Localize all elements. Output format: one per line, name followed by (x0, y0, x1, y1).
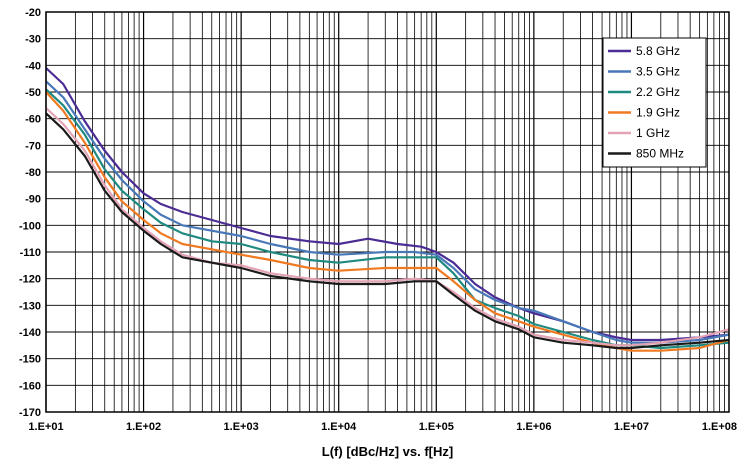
y-tick-label: -90 (25, 194, 41, 206)
y-tick-label: -40 (25, 60, 41, 72)
series-line (45, 112, 730, 350)
legend-label: 5.8 GHz (636, 44, 680, 58)
y-tick-label: -110 (20, 247, 41, 259)
y-tick-label: -130 (19, 300, 41, 312)
y-tick-label: -150 (19, 354, 41, 366)
legend: 5.8 GHz 3.5 GHz 2.2 GHz 1.9 GHz 1 GHz 850 MHz (602, 37, 707, 168)
legend-label: 1 GHz (636, 126, 670, 140)
legend-label: 1.9 GHz (636, 106, 680, 120)
x-axis-title: L(f) [dBc/Hz] vs. f[Hz] (322, 444, 453, 459)
series-line (45, 80, 730, 344)
y-tick-label: -20 (25, 7, 41, 19)
x-axis: 1.E+01 1.E+02 1.E+03 1.E+04 1.E+05 1.E+06 1.E+… (28, 421, 737, 433)
x-tick-label: 1.E+04 (321, 421, 357, 433)
series-layer (45, 67, 730, 352)
y-tick-label: -170 (19, 407, 41, 419)
series-line (45, 91, 730, 352)
y-tick-label: -120 (19, 274, 41, 286)
x-tick-label: 1.E+07 (614, 421, 649, 433)
plot-border (45, 11, 730, 413)
y-tick-label: -50 (25, 87, 41, 99)
legend-label: 3.5 GHz (636, 65, 680, 79)
legend-label: 850 MHz (636, 147, 684, 161)
x-tick-label: 1.E+05 (419, 421, 454, 433)
legend-label: 2.2 GHz (636, 85, 680, 99)
y-tick-label: -60 (25, 114, 41, 126)
legend-box (602, 37, 707, 168)
x-tick-label: 1.E+01 (28, 421, 63, 433)
y-tick-label: -160 (19, 380, 41, 392)
y-tick-label: -100 (19, 220, 41, 232)
y-tick-label: -70 (25, 140, 41, 152)
x-tick-label: 1.E+03 (224, 421, 259, 433)
y-tick-label: -80 (25, 167, 41, 179)
y-tick-label: -140 (19, 327, 41, 339)
x-tick-label: 1.E+06 (516, 421, 551, 433)
series-line (45, 88, 730, 350)
x-tick-label: 1.E+08 (702, 421, 737, 433)
x-tick-label: 1.E+02 (126, 421, 161, 433)
y-tick-label: -30 (25, 34, 41, 46)
series-line (45, 107, 730, 347)
y-axis: -20 -30 -40 -50 -60 -70 -80 -90 -100 -110 -120 -130… (19, 7, 41, 419)
